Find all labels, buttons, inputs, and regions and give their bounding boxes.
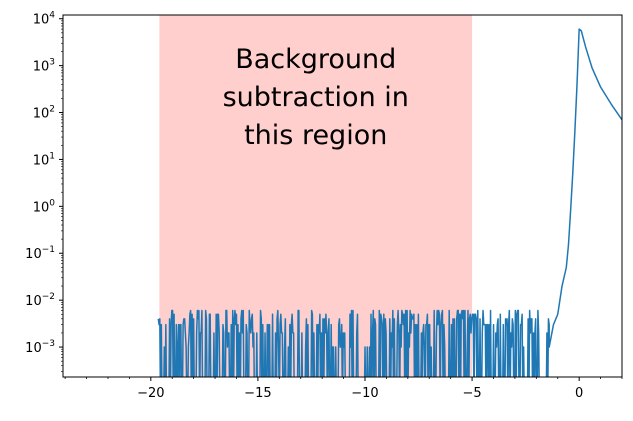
- y-tick-label: 101: [33, 151, 55, 168]
- annotation-line: this region: [244, 120, 387, 151]
- annotation-line: subtraction in: [223, 82, 409, 113]
- y-tick-label: 103: [33, 58, 55, 75]
- y-tick-label: 10−2: [25, 292, 55, 309]
- axes-frame: [62, 14, 623, 378]
- series-line: [157, 28, 622, 377]
- series-layer: [157, 28, 622, 377]
- x-tick-label: 0: [575, 386, 583, 401]
- axes-layer: −20 −15 −10 −5 0 10−3 10−2 10−1 100 101 102 103 104: [25, 11, 623, 401]
- x-tick-label: −20: [137, 386, 164, 401]
- x-tick-label: −10: [351, 386, 378, 401]
- x-tick-label: −5: [462, 386, 481, 401]
- annotation-layer: Background subtraction in this region: [223, 44, 409, 151]
- y-tick-label: 102: [33, 105, 55, 122]
- annotation-line: Background: [235, 44, 396, 75]
- y-tick-label: 10−1: [25, 245, 55, 262]
- shaded-region-layer: [159, 15, 473, 377]
- x-tick-label: −15: [244, 386, 271, 401]
- y-tick-label: 10−3: [25, 339, 55, 356]
- y-tick-label: 104: [33, 11, 56, 28]
- shaded-region: [159, 15, 473, 377]
- y-tick-label: 100: [33, 198, 56, 215]
